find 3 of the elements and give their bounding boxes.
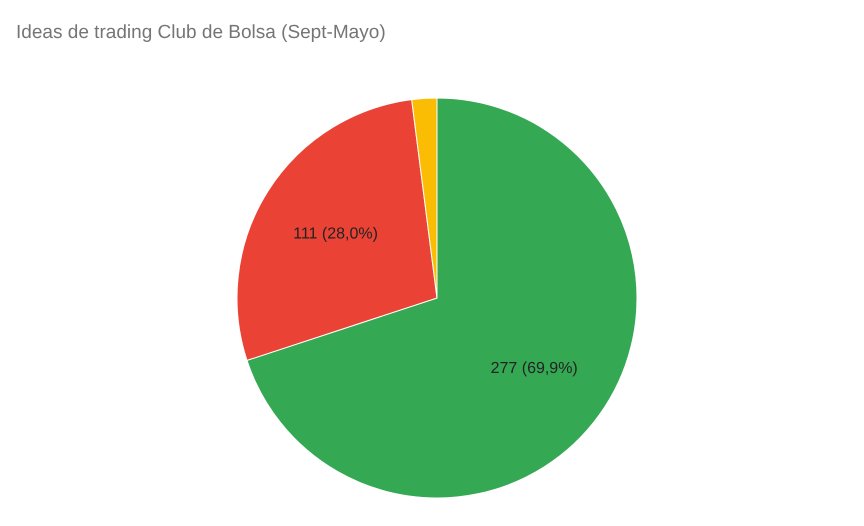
data-label: 111 (28,0%) [293, 225, 378, 242]
chart-title: Ideas de trading Club de Bolsa (Sept-Mayo) [15, 21, 387, 45]
data-label: 277 (69,9%) [490, 360, 578, 377]
